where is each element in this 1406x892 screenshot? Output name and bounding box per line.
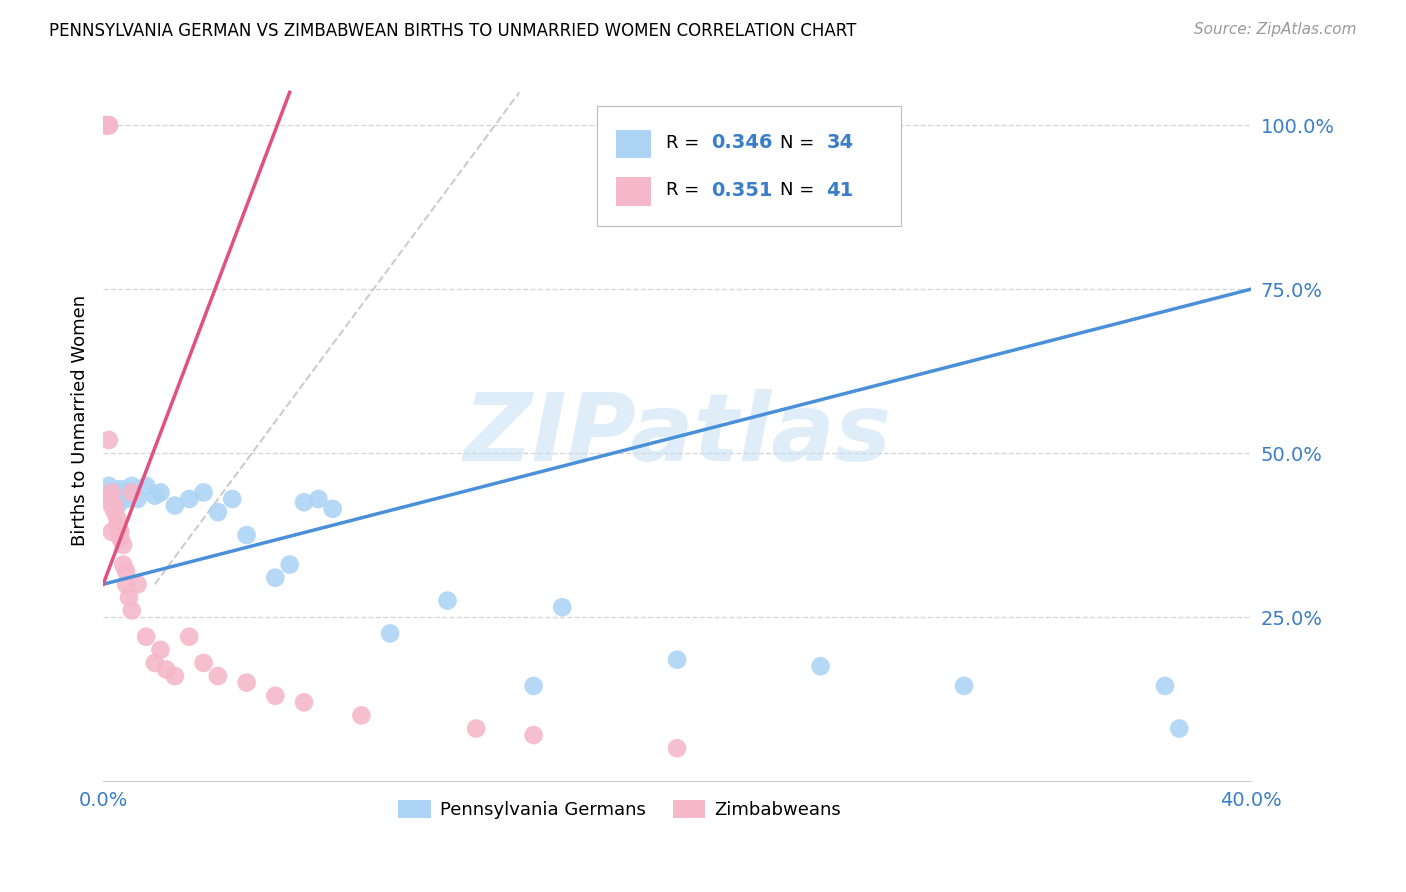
Point: [155, 663, 177, 677]
Point: [115, 491, 138, 506]
Point: [163, 499, 186, 513]
FancyBboxPatch shape: [616, 129, 651, 159]
Point: [112, 485, 135, 500]
Point: [110, 482, 132, 496]
Point: [953, 679, 976, 693]
Text: Source: ZipAtlas.com: Source: ZipAtlas.com: [1194, 22, 1357, 37]
Text: R =: R =: [665, 181, 704, 199]
Legend: Pennsylvania Germans, Zimbabweans: Pennsylvania Germans, Zimbabweans: [391, 792, 848, 826]
Point: [436, 593, 458, 607]
Y-axis label: Births to Unmarried Women: Births to Unmarried Women: [72, 294, 89, 546]
Point: [118, 591, 141, 605]
Text: N =: N =: [780, 134, 820, 152]
Point: [193, 485, 215, 500]
Point: [179, 491, 201, 506]
Text: 34: 34: [827, 133, 853, 152]
Point: [97, 479, 120, 493]
Point: [97, 118, 120, 132]
Point: [97, 491, 120, 506]
Point: [115, 564, 138, 578]
Point: [121, 603, 143, 617]
Text: PENNSYLVANIA GERMAN VS ZIMBABWEAN BIRTHS TO UNMARRIED WOMEN CORRELATION CHART: PENNSYLVANIA GERMAN VS ZIMBABWEAN BIRTHS…: [49, 22, 856, 40]
Point: [264, 689, 287, 703]
Point: [235, 528, 257, 542]
Point: [107, 499, 129, 513]
Point: [163, 669, 186, 683]
Text: 0.351: 0.351: [711, 181, 773, 200]
Point: [149, 643, 172, 657]
Point: [115, 577, 138, 591]
Point: [193, 656, 215, 670]
Point: [104, 505, 127, 519]
Text: ZIPatlas: ZIPatlas: [463, 389, 891, 481]
Point: [292, 495, 315, 509]
Point: [523, 679, 546, 693]
Text: N =: N =: [780, 181, 820, 199]
Point: [307, 491, 329, 506]
Point: [94, 118, 117, 132]
Point: [322, 501, 344, 516]
Point: [121, 485, 143, 500]
Point: [221, 491, 243, 506]
Point: [350, 708, 373, 723]
Point: [104, 499, 127, 513]
Point: [810, 659, 832, 673]
Point: [94, 118, 117, 132]
Point: [264, 571, 287, 585]
Point: [143, 656, 166, 670]
Point: [112, 558, 135, 572]
Point: [523, 728, 546, 742]
Point: [666, 741, 689, 756]
Point: [97, 118, 120, 132]
Point: [127, 491, 149, 506]
Point: [1168, 722, 1191, 736]
Point: [100, 524, 122, 539]
Text: 41: 41: [827, 181, 853, 200]
Point: [100, 485, 122, 500]
Point: [127, 577, 149, 591]
Point: [465, 722, 488, 736]
Point: [94, 118, 117, 132]
Point: [107, 518, 129, 533]
Point: [135, 479, 157, 493]
Point: [207, 505, 229, 519]
Point: [1154, 679, 1177, 693]
Point: [179, 630, 201, 644]
Point: [378, 626, 401, 640]
Point: [207, 669, 229, 683]
Point: [149, 485, 172, 500]
Point: [94, 489, 117, 503]
Point: [100, 485, 122, 500]
Point: [97, 433, 120, 447]
Point: [121, 479, 143, 493]
Point: [143, 489, 166, 503]
Point: [110, 532, 132, 546]
FancyBboxPatch shape: [596, 106, 901, 226]
Point: [278, 558, 301, 572]
Point: [118, 489, 141, 503]
Point: [94, 118, 117, 132]
Point: [112, 538, 135, 552]
Text: 0.346: 0.346: [711, 133, 773, 152]
Point: [292, 695, 315, 709]
Point: [94, 118, 117, 132]
Text: R =: R =: [665, 134, 704, 152]
Point: [235, 675, 257, 690]
Point: [551, 600, 574, 615]
Point: [666, 653, 689, 667]
Point: [107, 511, 129, 525]
Point: [135, 630, 157, 644]
Point: [100, 499, 122, 513]
FancyBboxPatch shape: [616, 178, 651, 206]
Point: [110, 524, 132, 539]
Point: [104, 491, 127, 506]
